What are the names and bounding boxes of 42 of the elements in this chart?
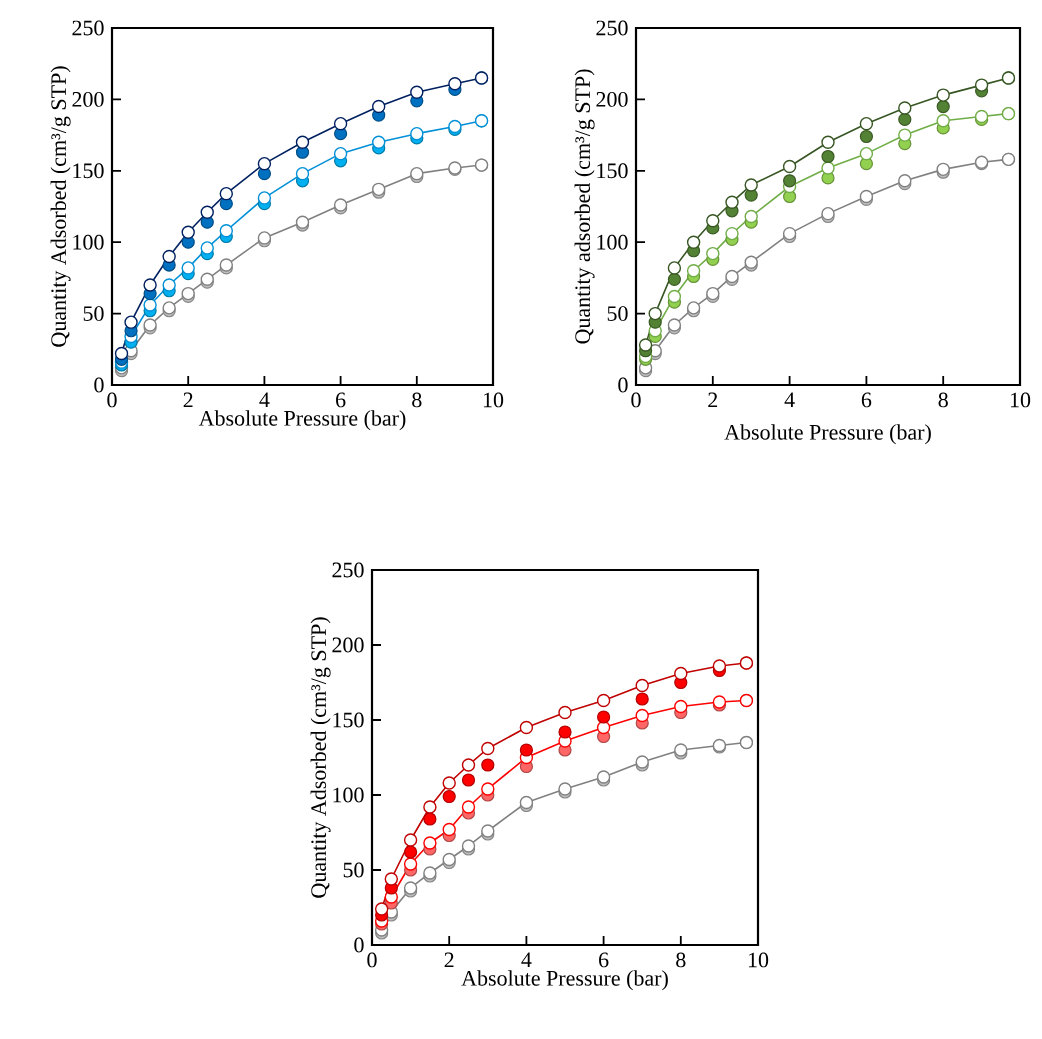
y-tick-label: 0 bbox=[94, 377, 104, 393]
y-tick-label: 200 bbox=[596, 91, 628, 107]
y-tick-label: 100 bbox=[597, 234, 628, 250]
x-tick-label: 4 bbox=[521, 952, 532, 967]
y-tick-label: 150 bbox=[333, 712, 364, 728]
x-tick-label: 4 bbox=[259, 392, 270, 407]
x-axis-title: Absolute Pressure (bar) bbox=[198, 410, 406, 431]
x-tick-label: 10 bbox=[483, 392, 504, 408]
x-tick-label: 0 bbox=[107, 392, 117, 408]
x-tick-label: 8 bbox=[938, 392, 948, 408]
y-tick-label: 100 bbox=[73, 234, 104, 250]
y-tick-label: 250 bbox=[596, 20, 628, 36]
y-tick-label: 200 bbox=[72, 91, 104, 107]
y-tick-label: 100 bbox=[333, 787, 364, 803]
x-tick-label: 2 bbox=[444, 952, 454, 968]
x-tick-label: 8 bbox=[412, 392, 422, 408]
x-tick-label: 2 bbox=[183, 392, 193, 408]
y-tick-label: 50 bbox=[607, 306, 628, 322]
y-tick-label: 150 bbox=[73, 163, 104, 179]
x-tick-label: 0 bbox=[367, 952, 377, 968]
y-tick-label: 0 bbox=[354, 937, 364, 953]
x-tick-label: 6 bbox=[336, 392, 346, 408]
y-tick-label: 150 bbox=[597, 163, 628, 179]
x-tick-label: 0 bbox=[631, 392, 641, 408]
y-tick-label: 250 bbox=[332, 562, 364, 578]
y-tick-label: 50 bbox=[343, 862, 364, 878]
y-tick-label: 50 bbox=[83, 306, 104, 322]
x-tick-label: 4 bbox=[784, 392, 795, 407]
x-tick-label: 8 bbox=[676, 952, 686, 968]
x-tick-label: 2 bbox=[708, 392, 718, 408]
x-tick-label: 6 bbox=[861, 392, 872, 408]
y-tick-label: 0 bbox=[618, 377, 628, 393]
x-tick-label: 10 bbox=[748, 952, 769, 968]
x-axis-title: Absolute Pressure (bar) bbox=[724, 424, 931, 445]
x-tick-label: 6 bbox=[599, 952, 609, 968]
y-tick-label: 200 bbox=[332, 637, 364, 653]
x-tick-label: 10 bbox=[1010, 392, 1031, 408]
y-axis-title: Quantity Adsorbed (cm³/g STP) bbox=[310, 617, 331, 898]
y-tick-label: 250 bbox=[72, 20, 104, 36]
y-axis-title: Quantity Adsorbed (cm³/g STP) bbox=[50, 66, 71, 347]
y-axis-title: Quantity adsorbed (cm³/g STP) bbox=[574, 69, 595, 344]
x-axis-title: Absolute Pressure (bar) bbox=[461, 970, 668, 991]
